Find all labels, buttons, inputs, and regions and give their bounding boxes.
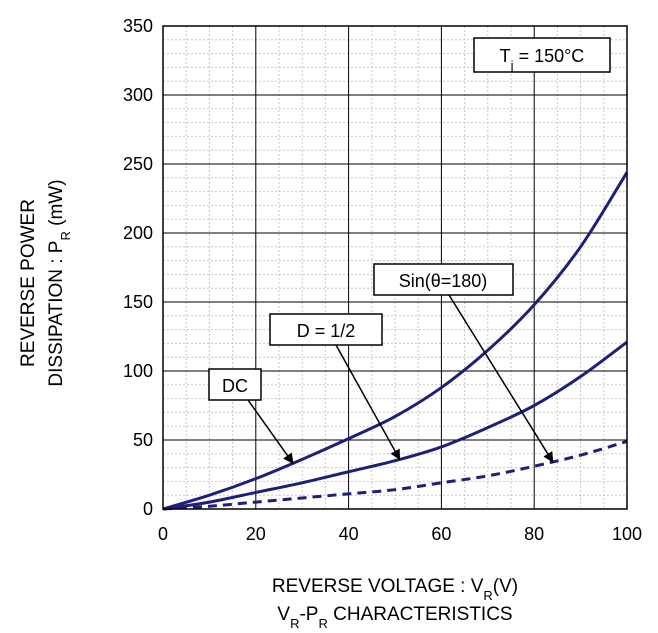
- annotation-box-dc: DC: [208, 368, 262, 401]
- x-axis-title: REVERSE VOLTAGE : VR(V): [272, 576, 518, 603]
- y-axis-title-line2: DISSIPATION : PR (mW): [46, 179, 73, 386]
- annotation-label-sin: Sin(θ=180): [399, 271, 488, 291]
- subscript: j: [510, 58, 514, 73]
- annotation-box-sin: Sin(θ=180): [373, 263, 514, 296]
- series-layer: [162, 171, 629, 511]
- y-tick-label: 250: [123, 154, 153, 174]
- plot-frame: [162, 25, 628, 510]
- annotation-label-dc: DC: [222, 376, 248, 396]
- x-tick-label: 20: [246, 524, 266, 544]
- annotation-arrows: [247, 294, 554, 465]
- subscript: R: [318, 616, 327, 631]
- annotation-arrow: [335, 344, 401, 461]
- y-tick-label: 200: [123, 223, 153, 243]
- x-tick-label: 40: [339, 524, 359, 544]
- y-tick-label: 100: [123, 361, 153, 381]
- condition-box: Tj = 150°C: [473, 37, 611, 73]
- annotation-box-half: D = 1/2: [269, 313, 383, 346]
- x-tick-label: 100: [612, 524, 642, 544]
- text-run: REVERSE VOLTAGE : V: [272, 576, 484, 597]
- x-tick-label: 80: [524, 524, 544, 544]
- text-run: V: [277, 604, 290, 625]
- x-tick-label: 60: [431, 524, 451, 544]
- annotation-arrow: [448, 294, 554, 463]
- subscript: R: [483, 588, 492, 603]
- text-run: CHARACTERISTICS: [328, 604, 513, 625]
- subscript: R: [58, 231, 73, 240]
- y-tick-label: 50: [133, 430, 153, 450]
- y-tick-label: 0: [143, 499, 153, 519]
- condition-label: Tj = 150°C: [500, 46, 585, 73]
- y-tick-label: 150: [123, 292, 153, 312]
- text-run: = 150°C: [514, 46, 585, 66]
- text-run: -P: [299, 604, 318, 625]
- text-run: REVERSE POWER: [18, 199, 39, 367]
- series-half-duty-line: [162, 340, 628, 511]
- annotation-arrow: [247, 399, 294, 465]
- y-axis-title: REVERSE POWER DISSIPATION : PR (mW): [18, 179, 73, 386]
- y-tick-label: 300: [123, 85, 153, 105]
- text-run: (V): [493, 576, 518, 597]
- series-dc-line: [162, 171, 629, 511]
- series-sin-line: [162, 439, 628, 511]
- chart-caption: VR-PR CHARACTERISTICS: [277, 604, 512, 631]
- text-run: DISSIPATION : P: [46, 241, 67, 387]
- annotation-label-half-duty: D = 1/2: [297, 321, 356, 341]
- text-run: (mW): [46, 179, 67, 231]
- text-run: T: [500, 46, 511, 66]
- subscript: R: [290, 616, 299, 631]
- x-tick-label: 0: [158, 524, 168, 544]
- y-axis-title-line1: REVERSE POWER: [18, 199, 39, 367]
- tick-labels: 0 20 40 60 80 100 0 50 100 150 200 250 300 350: [123, 16, 642, 544]
- y-tick-label: 350: [123, 16, 153, 36]
